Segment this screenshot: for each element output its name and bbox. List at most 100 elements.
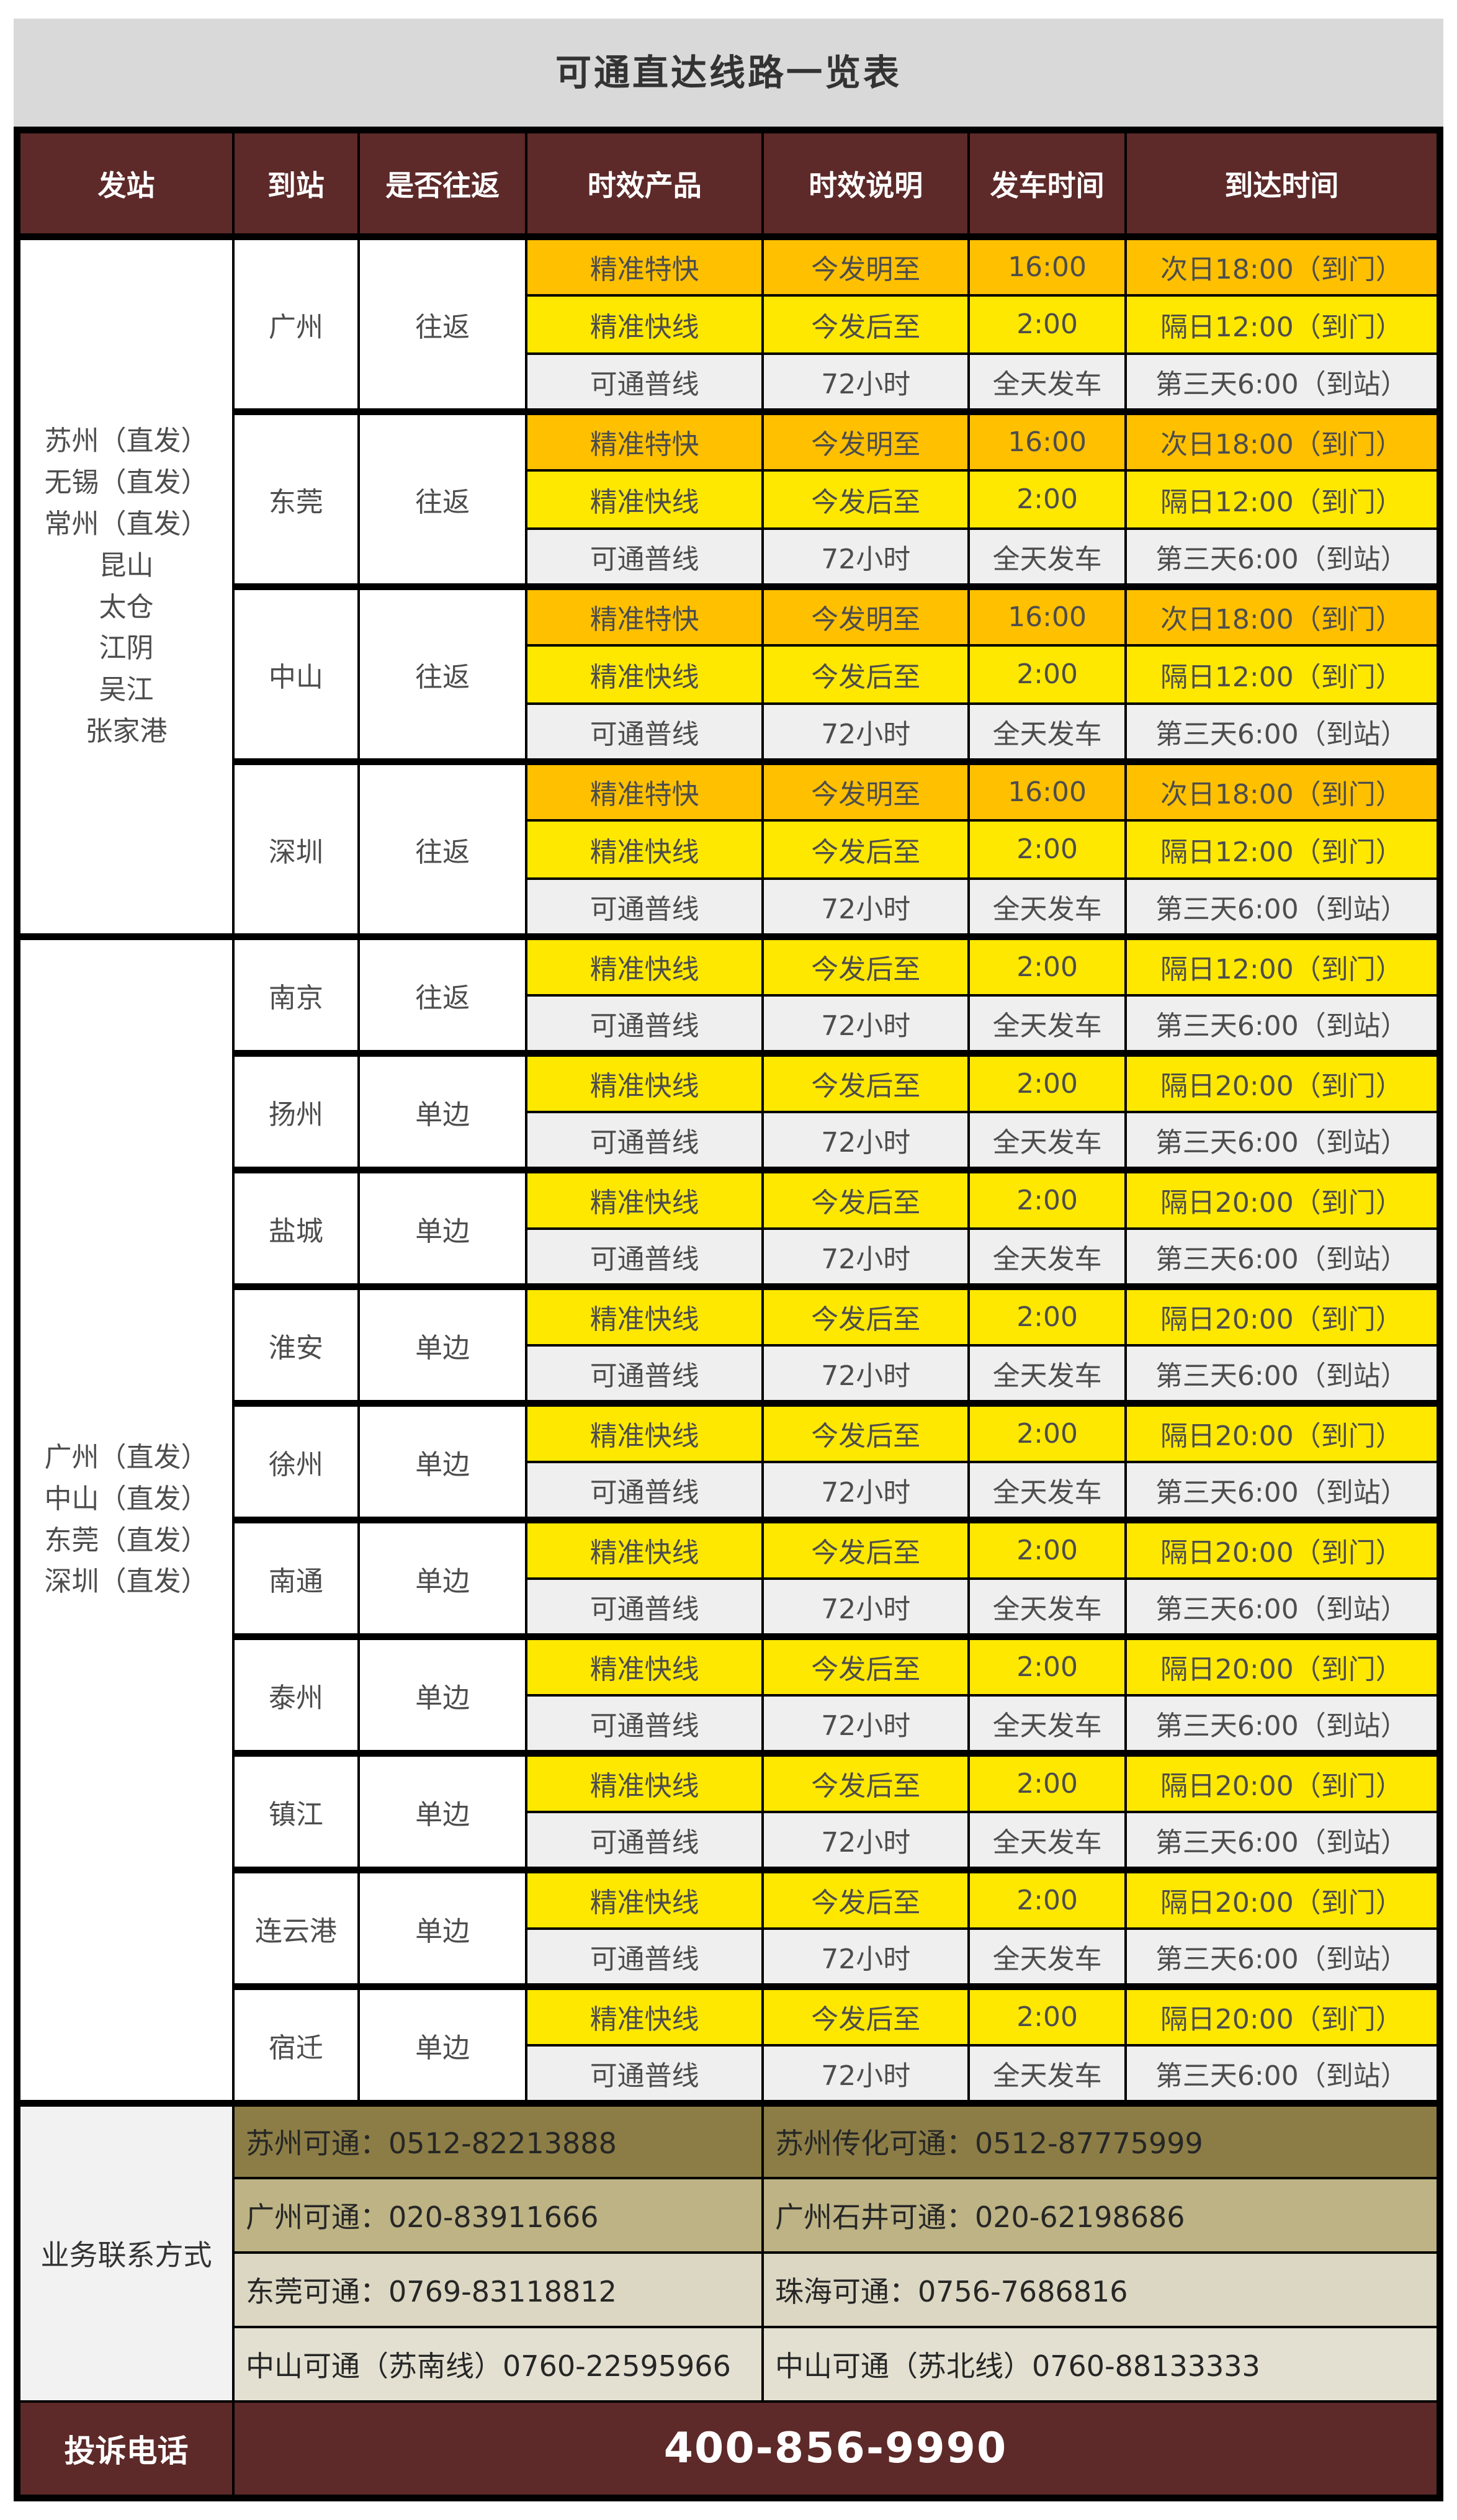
contact-row: 广州可通：020-83911666 广州石井可通：020-62198686 (17, 2176, 1441, 2254)
destination-cell: 深圳 (232, 758, 360, 938)
arrival-time-cell: 隔日12:00（到门） (1124, 294, 1441, 355)
arrival-time-cell: 第三天6:00（到站） (1124, 1227, 1441, 1288)
destination-cell: 东莞 (232, 408, 360, 588)
arrival-time-cell: 隔日12:00（到门） (1124, 469, 1441, 530)
timeliness-cell: 今发后至 (761, 1867, 971, 1930)
product-cell: 精准快线 (525, 1633, 764, 1697)
footer-row: 投诉电话 400-856-9990 (16, 2400, 1441, 2500)
arrival-time-cell: 第三天6:00（到站） (1124, 1460, 1441, 1522)
departure-time-cell: 16:00 (967, 583, 1127, 647)
timeliness-cell: 72小时 (761, 1227, 971, 1288)
timeliness-cell: 72小时 (761, 352, 971, 413)
product-cell: 精准快线 (525, 1167, 764, 1230)
arrival-time-cell: 第三天6:00（到站） (1124, 1810, 1441, 1872)
destination-cell: 盐城 (232, 1167, 360, 1288)
header-row: 发站 到站 是否往返 时效产品 时效说明 发车时间 到达时间 (16, 128, 1441, 238)
product-cell: 精准快线 (525, 469, 764, 530)
product-cell: 可通普线 (525, 1693, 764, 1755)
arrival-time-cell: 隔日20:00（到门） (1124, 1633, 1441, 1697)
departure-time-cell: 全天发车 (967, 702, 1127, 763)
departure-time-cell: 全天发车 (967, 527, 1127, 588)
departure-time-cell: 全天发车 (967, 1343, 1127, 1405)
timeliness-cell: 72小时 (761, 2043, 971, 2105)
departure-time-cell: 全天发车 (967, 352, 1127, 413)
route-row: 淮安 单边 精准快线 今发后至 2:00 隔日20:00（到门） (17, 1283, 1441, 1405)
departure-time-cell: 全天发车 (967, 2043, 1127, 2105)
contact-row: 东莞可通：0769-83118812 珠海可通：0756-7686816 (17, 2251, 1441, 2328)
timeliness-cell: 今发后至 (761, 643, 971, 705)
departure-time-cell: 全天发车 (967, 1577, 1127, 1638)
arrival-time-cell: 第三天6:00（到站） (1124, 1110, 1441, 1172)
column-header-destination: 到站 (232, 128, 360, 238)
route-row: 可通普线 72小时 全天发车 第三天6:00（到站） (17, 702, 1441, 763)
timeliness-cell: 今发后至 (761, 1167, 971, 1230)
origin-city-line: 苏州（直发） (44, 425, 208, 457)
product-cell: 精准特快 (525, 758, 764, 822)
column-header-timeliness: 时效说明 (761, 128, 971, 238)
origin-city-line: 无锡（直发） (44, 466, 208, 498)
route-row: 盐城 单边 精准快线 今发后至 2:00 隔日20:00（到门） (17, 1167, 1441, 1288)
route-row: 精准快线 今发后至 2:00 隔日12:00（到门） (17, 294, 1441, 355)
table-header: 发站 到站 是否往返 时效产品 时效说明 发车时间 到达时间 (16, 128, 1441, 238)
route-row: 精准快线 今发后至 2:00 隔日12:00（到门） (17, 643, 1441, 705)
departure-time-cell: 2:00 (967, 1983, 1127, 2047)
route-row: 可通普线 72小时 全天发车 第三天6:00（到站） (17, 1810, 1441, 1872)
arrival-time-cell: 隔日12:00（到门） (1124, 933, 1441, 997)
route-row: 东莞 往返 精准特快 今发明至 16:00 次日18:00（到门） (17, 408, 1441, 588)
route-row: 可通普线 72小时 全天发车 第三天6:00（到站） (17, 1343, 1441, 1405)
product-cell: 精准快线 (525, 1750, 764, 1813)
trip-type-cell: 单边 (357, 1867, 528, 1988)
product-cell: 可通普线 (525, 1810, 764, 1872)
timeliness-cell: 72小时 (761, 1577, 971, 1638)
origin-city-line: 中山（直发） (44, 1482, 208, 1515)
arrival-time-cell: 第三天6:00（到站） (1124, 527, 1441, 588)
timeliness-cell: 72小时 (761, 702, 971, 763)
contact-phone-right: 珠海可通：0756-7686816 (761, 2251, 1441, 2328)
departure-time-cell: 16:00 (967, 233, 1127, 297)
trip-type-cell: 单边 (357, 1283, 528, 1405)
product-cell: 精准快线 (525, 1867, 764, 1930)
origin-city-line: 深圳（直发） (44, 1566, 208, 1598)
route-row: 中山 往返 精准特快 今发明至 16:00 次日18:00（到门） (17, 583, 1441, 763)
timeliness-cell: 72小时 (761, 1343, 971, 1405)
destination-cell: 中山 (232, 583, 360, 763)
origin-city-line: 吴江 (99, 674, 154, 706)
destination-cell: 连云港 (232, 1867, 360, 1988)
departure-time-cell: 全天发车 (967, 1110, 1127, 1172)
timeliness-cell: 72小时 (761, 1927, 971, 1988)
trip-type-cell: 单边 (357, 1633, 528, 1755)
route-row: 苏州（直发） 无锡（直发） 常州（直发） 昆山 太仓 江阴 吴江 张家港 广州 往返 精准特快 今发明… (16, 233, 1441, 938)
arrival-time-cell: 第三天6:00（到站） (1124, 1927, 1441, 1988)
product-cell: 可通普线 (525, 993, 764, 1055)
arrival-time-cell: 次日18:00（到门） (1124, 233, 1441, 297)
route-row: 徐州 单边 精准快线 今发后至 2:00 隔日20:00（到门） (17, 1400, 1441, 1522)
product-cell: 可通普线 (525, 1927, 764, 1988)
trip-type-cell: 单边 (357, 1983, 528, 2105)
product-cell: 可通普线 (525, 1343, 764, 1405)
origin-city-line: 东莞（直发） (44, 1524, 208, 1556)
origin-city-line: 常州（直发） (44, 508, 208, 540)
timeliness-cell: 今发明至 (761, 758, 971, 822)
contact-phone-right: 广州石井可通：020-62198686 (761, 2176, 1441, 2254)
timeliness-cell: 今发后至 (761, 294, 971, 355)
contact-phone-right: 中山可通（苏北线）0760-88133333 (761, 2325, 1441, 2403)
product-cell: 精准快线 (525, 1517, 764, 1580)
departure-time-cell: 2:00 (967, 1050, 1127, 1113)
trip-type-cell: 单边 (357, 1167, 528, 1288)
product-cell: 精准快线 (525, 933, 764, 997)
timeliness-cell: 今发后至 (761, 469, 971, 530)
contact-row: 中山可通（苏南线）0760-22595966 中山可通（苏北线）0760-8813… (17, 2325, 1441, 2403)
route-row: 可通普线 72小时 全天发车 第三天6:00（到站） (17, 527, 1441, 588)
origin-city-line: 张家港 (85, 715, 168, 748)
destination-cell: 南通 (232, 1517, 360, 1638)
arrival-time-cell: 第三天6:00（到站） (1124, 1693, 1441, 1755)
departure-time-cell: 2:00 (967, 1400, 1127, 1463)
origin-city-line: 太仓 (99, 591, 154, 623)
departure-time-cell: 2:00 (967, 643, 1127, 705)
destination-cell: 镇江 (232, 1750, 360, 1872)
route-row: 可通普线 72小时 全天发车 第三天6:00（到站） (17, 1927, 1441, 1988)
arrival-time-cell: 隔日20:00（到门） (1124, 1517, 1441, 1580)
arrival-time-cell: 隔日12:00（到门） (1124, 818, 1441, 880)
route-row: 精准快线 今发后至 2:00 隔日12:00（到门） (17, 469, 1441, 530)
